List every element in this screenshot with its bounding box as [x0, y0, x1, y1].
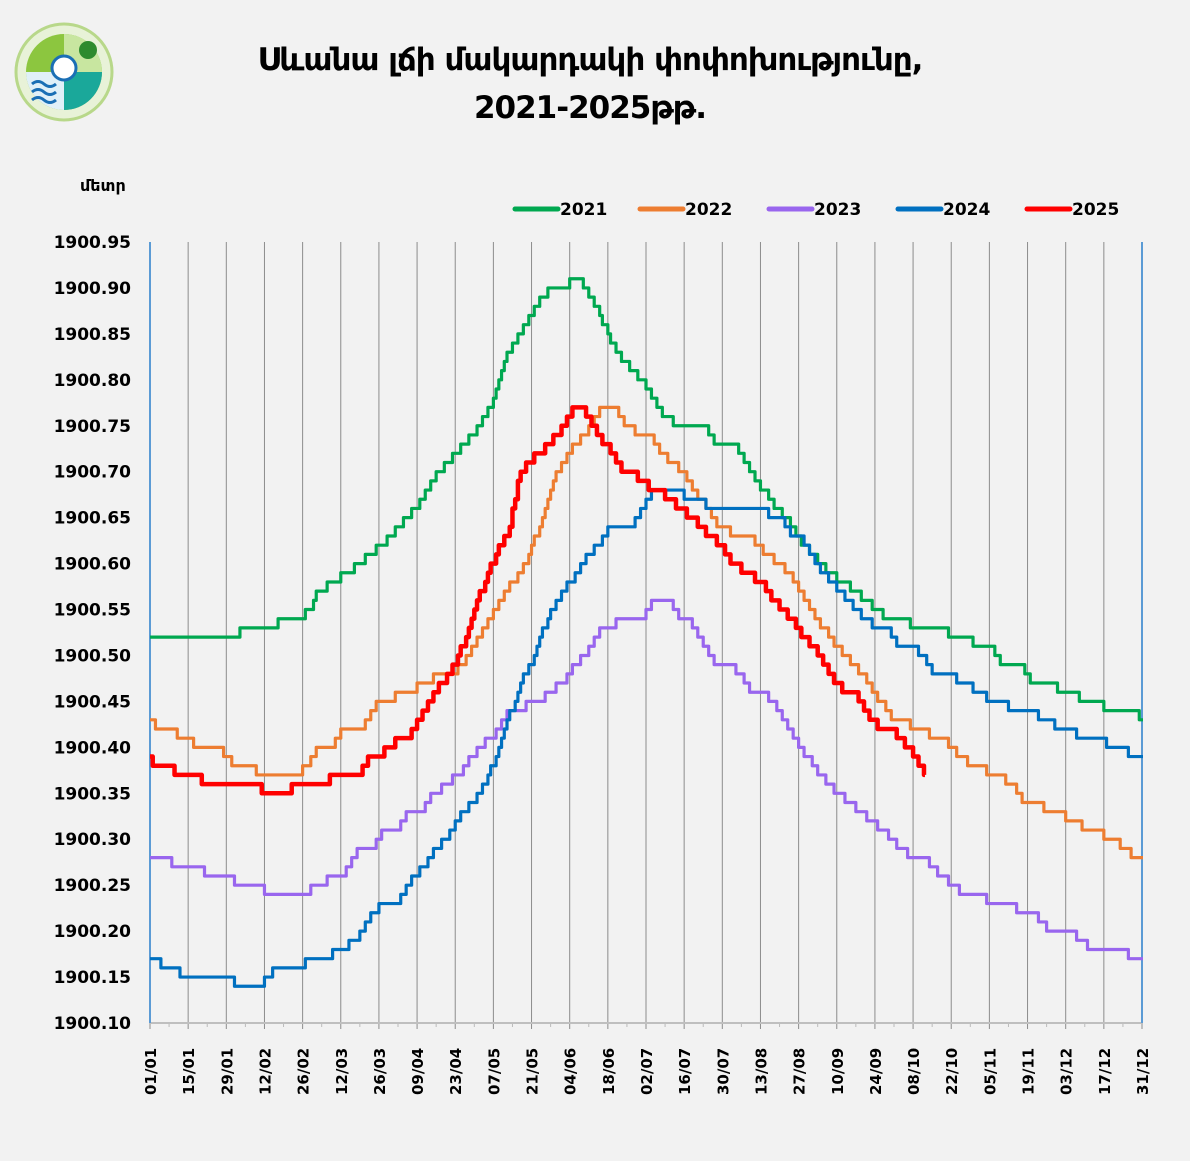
y-tick-label: 1900.50	[54, 646, 132, 666]
axes: 01/01 15/01 29/01 12/02 26/02 12/03 26/03 09/04…	[54, 233, 1152, 1095]
x-tick-label: 21/05	[524, 1048, 542, 1095]
y-tick-label: 1900.90	[54, 279, 132, 299]
y-tick-label: 1900.95	[54, 233, 131, 253]
x-tick-label: 12/03	[333, 1048, 351, 1095]
x-tick-label: 15/01	[180, 1048, 198, 1095]
x-tick-label: 09/04	[409, 1048, 427, 1095]
series-line-2023	[150, 598, 1144, 961]
y-tick-label: 1900.65	[54, 509, 131, 529]
x-tick-label: 30/07	[714, 1048, 732, 1095]
y-tick-label: 1900.85	[54, 325, 131, 345]
chart-title: Սևանա լճի մակարդակի փոփոխությունը, 2021-…	[150, 36, 1030, 132]
y-tick-label: 1900.20	[54, 922, 132, 942]
y-tick-label: 1900.55	[54, 601, 131, 621]
legend-label-2024: 2024	[943, 200, 990, 220]
y-tick-label: 1900.30	[54, 830, 132, 850]
series-line-2022	[150, 405, 1144, 860]
y-tick-label: 1900.40	[54, 738, 132, 758]
y-tick-label: 1900.70	[54, 463, 132, 483]
x-tick-label: 16/07	[676, 1048, 694, 1095]
x-tick-label: 26/03	[371, 1048, 389, 1095]
x-tick-label: 03/12	[1058, 1048, 1076, 1095]
organization-logo	[14, 22, 114, 122]
y-tick-label: 1900.10	[54, 1014, 132, 1034]
x-tick-label: 19/11	[1020, 1048, 1038, 1095]
x-tick-label: 05/11	[981, 1048, 999, 1095]
x-tick-label: 27/08	[791, 1048, 809, 1095]
legend-label-2025: 2025	[1072, 200, 1119, 220]
x-tick-label: 24/09	[867, 1048, 885, 1095]
chart-title-line1: Սևանա լճի մակարդակի փոփոխությունը,	[257, 42, 924, 78]
legend-label-2022: 2022	[685, 200, 732, 220]
x-tick-label: 31/12	[1134, 1048, 1152, 1095]
y-tick-label: 1900.80	[54, 371, 132, 391]
y-tick-label: 1900.35	[54, 784, 131, 804]
x-tick-label: 10/09	[829, 1048, 847, 1095]
x-tick-label: 26/02	[295, 1048, 313, 1095]
x-tick-label: 23/04	[447, 1048, 465, 1095]
x-tick-label: 29/01	[218, 1048, 236, 1095]
y-tick-label: 1900.75	[54, 417, 131, 437]
legend-label-2021: 2021	[560, 200, 607, 220]
series-line-2021	[150, 277, 1144, 722]
y-axis-unit-label: մետր	[80, 176, 126, 195]
series-line-2024	[150, 488, 1144, 988]
x-tick-label: 18/06	[600, 1048, 618, 1095]
y-tick-label: 1900.60	[54, 555, 132, 575]
x-tick-label: 08/10	[905, 1048, 923, 1095]
chart-subtitle: 2021-2025թթ.	[473, 90, 707, 126]
grid	[149, 242, 1143, 1023]
x-tick-label: 07/05	[485, 1048, 503, 1095]
x-tick-label: 01/01	[142, 1048, 160, 1095]
legend: 2021 2022 2023 2024 2025	[512, 200, 1119, 220]
x-tick-label: 13/08	[752, 1048, 770, 1095]
x-tick-label: 02/07	[638, 1048, 656, 1095]
y-tick-label: 1900.15	[54, 968, 131, 988]
y-tick-label: 1900.45	[54, 692, 131, 712]
series-line-2025	[150, 405, 927, 796]
series-lines	[150, 277, 1144, 988]
x-tick-label: 04/06	[562, 1048, 580, 1095]
x-tick-label: 22/10	[943, 1048, 961, 1095]
x-tick-label: 17/12	[1096, 1048, 1114, 1095]
legend-label-2023: 2023	[814, 200, 861, 220]
y-tick-label: 1900.25	[54, 876, 131, 896]
x-tick-label: 12/02	[256, 1048, 274, 1095]
